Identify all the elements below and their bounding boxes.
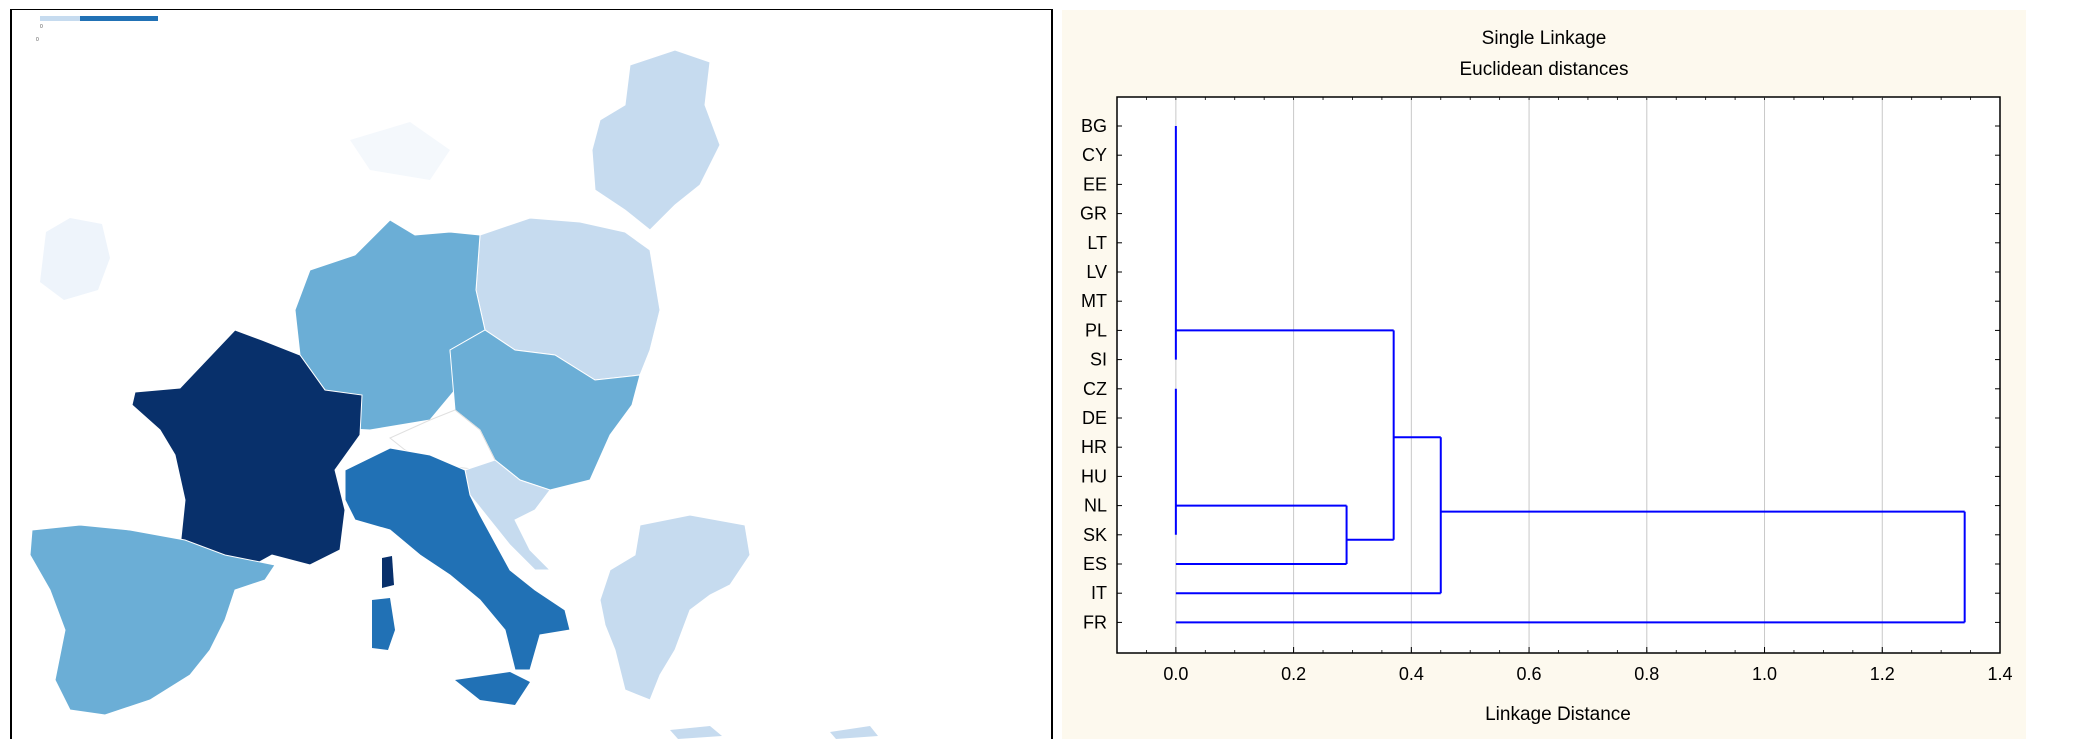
region-corsica — [382, 556, 394, 588]
region-uk-faint — [40, 218, 110, 300]
x-tick-label: 0.4 — [1399, 664, 1424, 684]
europe-map: 0 0 — [29, 16, 878, 739]
leaf-label: BG — [1081, 116, 1107, 136]
x-tick-label: 0.2 — [1281, 664, 1306, 684]
region-france — [131, 329, 363, 571]
region-faint-north — [350, 122, 450, 180]
dendrogram-panel: Single Linkage Euclidean distances 0.0 0.… — [1062, 10, 2026, 739]
map-legend-min: 0 — [40, 24, 43, 30]
leaf-label: LV — [1086, 262, 1107, 282]
leaf-label: DE — [1082, 408, 1107, 428]
leaf-label: ES — [1083, 554, 1107, 574]
map-left-border — [10, 10, 12, 739]
x-tick-label: 1.4 — [1987, 664, 2012, 684]
leaf-label: CY — [1082, 145, 1107, 165]
x-tick-label: 1.2 — [1870, 664, 1895, 684]
leaf-label: SK — [1083, 525, 1107, 545]
x-tick-label: 1.0 — [1752, 664, 1777, 684]
region-spain — [29, 524, 276, 716]
map-top-border — [10, 9, 1053, 10]
axis-ticks — [1116, 97, 2001, 653]
leaf-label: LT — [1087, 233, 1107, 253]
region-italy — [344, 447, 571, 671]
leaf-labels: BG CY EE GR LT LV MT PL SI CZ DE HR HU NL SK ES IT FR — [1080, 116, 1107, 632]
region-slovenia-croatia — [464, 459, 552, 571]
chart-subtitle: Euclidean distances — [1460, 59, 1629, 80]
region-sardinia — [372, 598, 395, 650]
map-legend-tick: 0 — [36, 37, 39, 43]
leaf-label: HR — [1081, 437, 1107, 457]
leaf-label: HU — [1081, 466, 1107, 486]
leaf-label: EE — [1083, 174, 1107, 194]
x-axis-label: Linkage Distance — [1485, 704, 1631, 725]
dendrogram-chart: Single Linkage Euclidean distances 0.0 0.… — [1080, 28, 2013, 725]
panel-divider — [1051, 10, 1053, 739]
leaf-label: CZ — [1083, 379, 1107, 399]
region-baltic-states — [591, 49, 721, 231]
leaf-label: SI — [1090, 350, 1107, 370]
region-cyprus — [830, 726, 878, 739]
choropleth-map-panel: 0 0 — [10, 10, 1050, 739]
x-tick-label: 0.8 — [1634, 664, 1659, 684]
grid-lines — [1175, 97, 1883, 653]
chart-title: Single Linkage — [1482, 28, 1607, 49]
leaf-label: IT — [1091, 583, 1107, 603]
map-legend-bar — [40, 16, 158, 21]
leaf-label: MT — [1081, 291, 1107, 311]
leaf-label: NL — [1084, 496, 1107, 516]
region-sicily — [455, 672, 530, 705]
x-tick-label: 0.6 — [1517, 664, 1542, 684]
leaf-label: FR — [1083, 612, 1107, 632]
dendrogram-links — [1174, 126, 1966, 624]
region-greece-islands — [670, 726, 722, 739]
leaf-label: GR — [1080, 204, 1107, 224]
x-tick-labels: 0.0 0.2 0.4 0.6 0.8 1.0 1.2 1.4 — [1163, 664, 2012, 684]
x-tick-label: 0.0 — [1163, 664, 1188, 684]
region-greece — [599, 514, 751, 701]
leaf-label: PL — [1085, 320, 1107, 340]
plot-area — [1116, 96, 2001, 654]
